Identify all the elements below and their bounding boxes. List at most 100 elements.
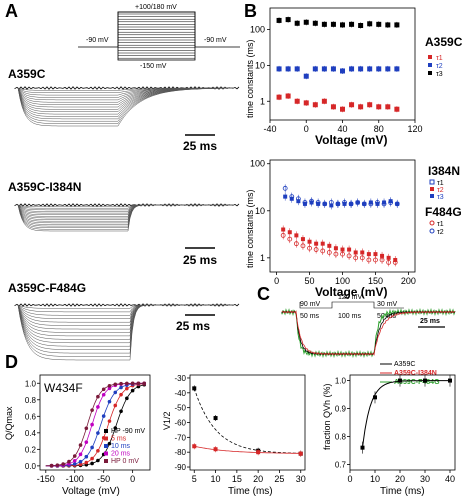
d-left-ytick: 0.8 <box>25 396 37 405</box>
b-bottom-point <box>333 251 339 257</box>
trace-baseline <box>14 203 240 207</box>
b-bottom-construct-i384n: I384N <box>428 164 460 178</box>
d-middle-xtick: 25 <box>274 474 284 484</box>
d-left-xtick: -100 <box>66 474 84 484</box>
b-top-point <box>294 98 300 104</box>
b-top-point <box>312 66 318 72</box>
b-bottom-xtick: 200 <box>401 276 416 286</box>
b-top-point <box>367 66 373 72</box>
b-top-point <box>394 22 400 28</box>
b-bottom-point <box>346 253 352 259</box>
panel-letter-d: D <box>5 352 18 372</box>
b-bottom-point <box>375 200 380 205</box>
trace-label-f484g: A359C-F484G <box>8 281 86 295</box>
d-right-plot: 0 10 20 30 40 0.7 0.8 0.9 1.0 fraction QVh (%) T… <box>322 374 456 497</box>
b-bottom-point <box>294 233 299 238</box>
trace-line <box>17 304 234 361</box>
panel-a-protocol: -90 mV -90 mV +100/180 mV -150 mV <box>78 4 240 70</box>
d-left-point <box>107 383 112 388</box>
b-bottom-xtick: 150 <box>368 276 383 286</box>
panel-letter-b: B <box>244 1 257 21</box>
d-left-ytick: 0.4 <box>25 429 37 438</box>
c-proto-v3: 30 mV <box>377 301 398 308</box>
b-top-legend-2: τ2 <box>436 63 443 70</box>
trace-line <box>17 204 234 230</box>
b-bottom-point <box>320 248 326 254</box>
trace-line <box>17 304 234 316</box>
b-top-point <box>376 104 382 110</box>
b-bottom-point <box>386 255 391 260</box>
d-left-point <box>96 458 100 463</box>
legend-i384n-3: τ3 <box>437 194 444 201</box>
b-bottom-point <box>295 196 301 202</box>
b-bottom-point <box>355 200 361 205</box>
b-bottom-point <box>347 247 352 252</box>
d-middle-point <box>192 386 197 391</box>
d-left-point <box>125 396 129 401</box>
d-right-point <box>448 378 452 383</box>
d-left-legend-marker <box>104 429 108 433</box>
d-left-point <box>107 386 112 391</box>
d-left-point <box>96 405 100 409</box>
b-bottom-point <box>300 243 306 249</box>
d-left-legend-label: 20 ms <box>111 451 131 458</box>
d-left-xtick: 0 <box>130 474 135 484</box>
traces-f484g <box>14 303 240 361</box>
b-bottom-point <box>315 200 321 205</box>
b-top-point <box>285 93 291 99</box>
b-top-point <box>394 66 400 72</box>
d-right-ytick: 1.0 <box>335 377 347 386</box>
legend-i384n-1: τ1 <box>437 180 444 187</box>
d-left-point <box>113 390 118 395</box>
d-left-point <box>142 381 147 386</box>
d-right-point <box>398 378 402 383</box>
b-top-xtick: 0 <box>304 124 309 134</box>
b-top-point <box>358 104 364 110</box>
d-middle-point <box>213 416 218 421</box>
b-bottom-point <box>333 246 338 251</box>
d-right-ylabel: fraction QVh (%) <box>322 383 332 450</box>
d-left-point <box>119 385 123 390</box>
b-top-point <box>276 94 282 100</box>
b-top-point <box>294 66 300 72</box>
legend-f484g-2: τ2 <box>437 229 444 236</box>
d-middle-ytick: -80 <box>174 448 186 457</box>
d-left-xtick: -150 <box>37 474 55 484</box>
b-bottom-point <box>307 239 312 244</box>
d-right-xtick: 30 <box>420 474 430 484</box>
d-middle-ytick: -60 <box>174 419 186 428</box>
d-left-point <box>49 463 54 468</box>
d-right-ytick: 0.7 <box>335 460 347 469</box>
b-bottom-point <box>348 201 354 207</box>
d-left-point <box>113 382 118 387</box>
d-middle-ytick: -50 <box>174 404 186 413</box>
b-bottom-point <box>340 251 345 257</box>
d-left-legend-label: 5 ms <box>111 436 127 443</box>
d-middle-xtick: 20 <box>253 474 263 484</box>
d-middle-ytick: -70 <box>174 433 186 442</box>
b-top-point <box>321 98 327 104</box>
d-left-point <box>84 454 89 459</box>
c-legend-1: A359C <box>394 361 415 368</box>
panel-c-traces <box>281 307 456 359</box>
c-scale-label: 25 ms <box>420 318 440 325</box>
d-middle-ylabel: V1/2 <box>162 411 172 430</box>
b-bottom-xtick: 0 <box>274 276 279 286</box>
protocol-hold-left: -90 mV <box>86 37 109 44</box>
b-bottom-point <box>379 257 385 263</box>
b-bottom-point <box>368 201 374 207</box>
b-top-legend-3: τ3 <box>436 71 443 78</box>
d-left-point <box>84 440 89 444</box>
d-left-point <box>96 394 100 399</box>
b-bottom-point <box>386 259 392 265</box>
d-left-xlabel: Voltage (mV) <box>62 486 120 497</box>
b-bottom-point <box>366 252 371 257</box>
d-left-xtick: -50 <box>97 474 110 484</box>
d-middle-ytick: -90 <box>174 463 186 472</box>
b-top-xtick: 80 <box>374 124 384 134</box>
b-top-point <box>285 66 291 72</box>
d-left-point <box>90 422 94 427</box>
d-left-legend-marker <box>104 444 108 448</box>
scale-label-f484g: 25 ms <box>176 319 210 333</box>
